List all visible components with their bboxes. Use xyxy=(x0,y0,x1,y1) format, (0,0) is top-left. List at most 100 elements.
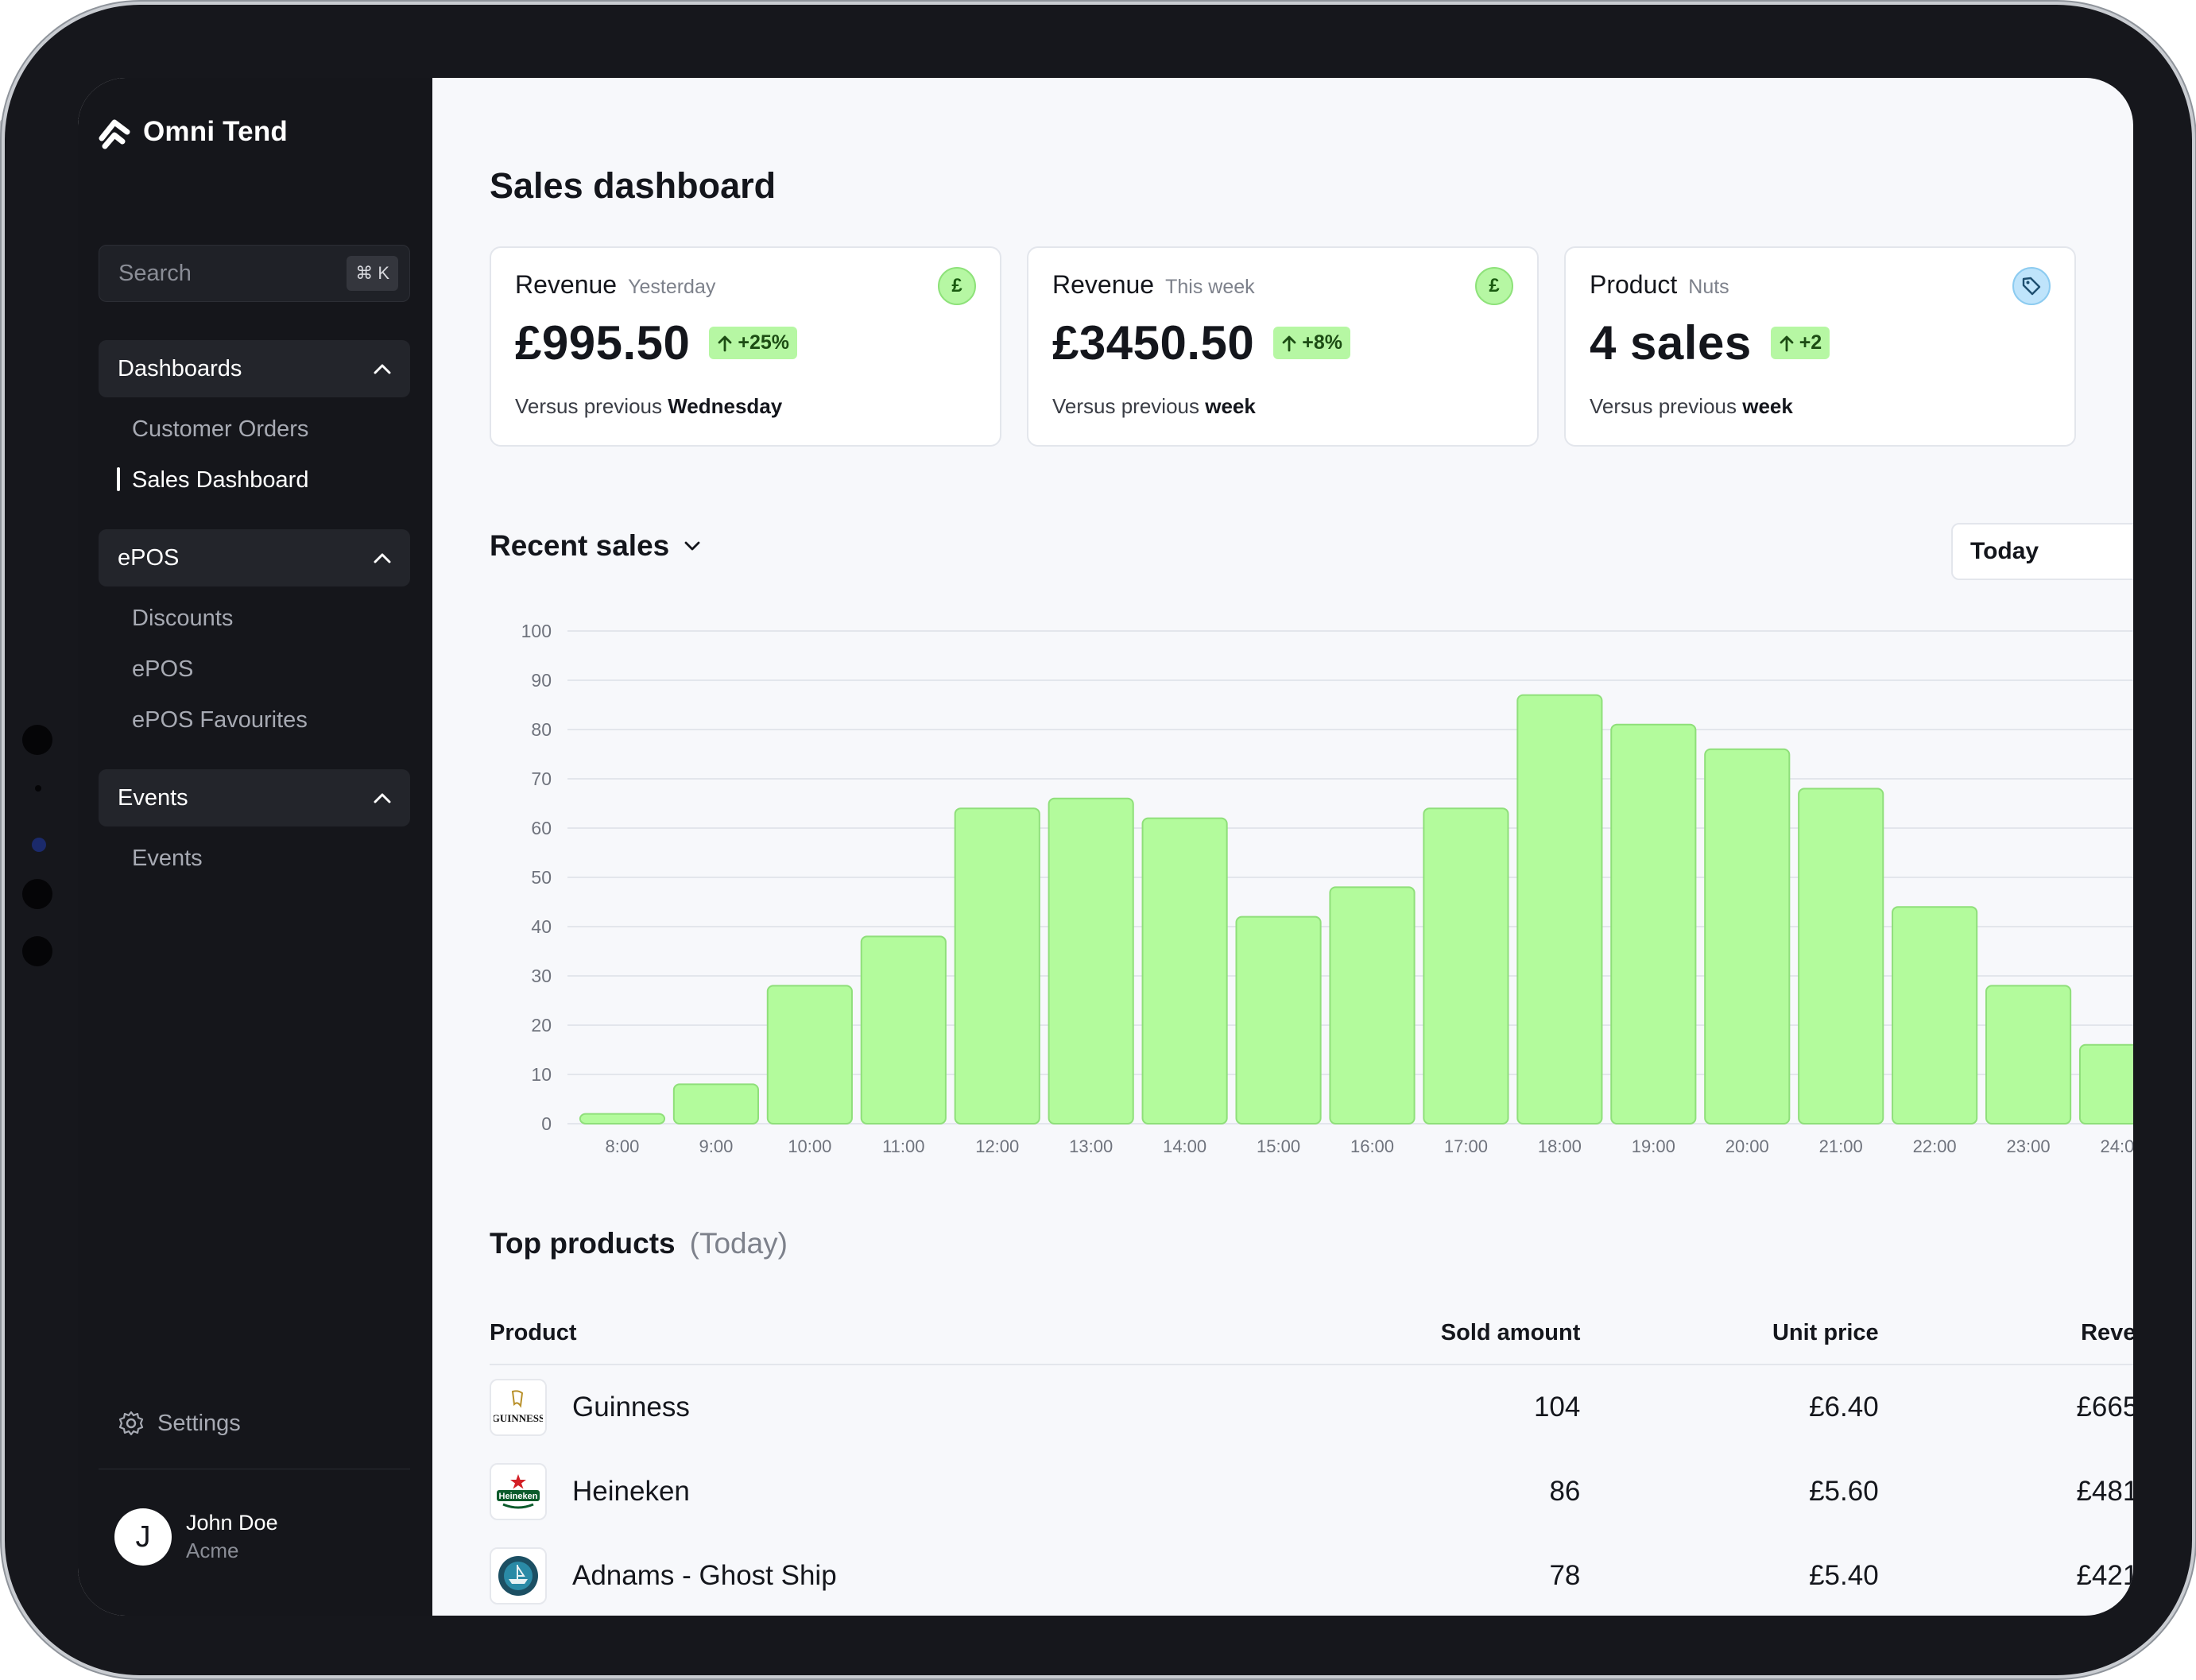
pound-icon: £ xyxy=(1475,267,1513,305)
sidebar: Omni Tend Search ⌘ K Dashboards Customer… xyxy=(78,78,432,1616)
nav-group-events[interactable]: Events xyxy=(99,769,410,826)
tag-glyph-icon xyxy=(2022,277,2041,296)
comparison-period: Wednesday xyxy=(668,394,783,418)
table-row[interactable]: GUINNESS Guinness 104 £6.40 £665.60 xyxy=(490,1365,2133,1450)
unit-price: £5.40 xyxy=(1809,1560,1879,1591)
tag-icon xyxy=(2012,267,2051,305)
trend-value: +2 xyxy=(1799,331,1822,354)
main-content: Sales dashboard Revenue Yesterday £ £995… xyxy=(432,78,2133,1616)
x-tick-label: 21:00 xyxy=(1819,1136,1863,1156)
power-button xyxy=(256,0,324,6)
sold-amount: 78 xyxy=(1549,1560,1581,1591)
sidebar-item-epos[interactable]: ePOS xyxy=(132,656,194,682)
chart-bar xyxy=(954,807,1040,1125)
adnams-logo xyxy=(490,1547,547,1605)
card-title: Revenue xyxy=(1052,270,1155,299)
arrow-up-icon xyxy=(1780,335,1794,351)
period-select[interactable]: Today xyxy=(1951,523,2133,580)
x-tick-label: 14:00 xyxy=(1163,1136,1206,1156)
page-title: Sales dashboard xyxy=(490,165,777,206)
period-select-value: Today xyxy=(1970,538,2039,564)
settings-link[interactable]: Settings xyxy=(118,1410,241,1437)
user-profile[interactable]: J John Doe Acme xyxy=(114,1508,278,1566)
omnitend-logo-icon xyxy=(99,119,130,149)
arrow-up-icon xyxy=(718,335,732,351)
sidebar-item-epos-favourites[interactable]: ePOS Favourites xyxy=(132,707,308,733)
heineken-star-icon: Heineken xyxy=(497,1474,540,1509)
x-tick-label: 22:00 xyxy=(1913,1136,1957,1156)
column-header-product[interactable]: Product xyxy=(490,1319,577,1345)
trend-value: +8% xyxy=(1302,331,1342,354)
section-period: (Today) xyxy=(689,1227,788,1260)
side-button xyxy=(0,119,6,191)
sold-amount: 86 xyxy=(1549,1476,1581,1507)
search-box[interactable]: Search ⌘ K xyxy=(99,245,410,302)
y-tick-label: 10 xyxy=(531,1064,552,1085)
y-tick-label: 90 xyxy=(531,670,552,691)
card-title: Product xyxy=(1590,270,1678,299)
active-indicator xyxy=(117,467,120,491)
card-comparison: Versus previous week xyxy=(1590,394,2051,419)
card-value: £995.50 xyxy=(515,316,691,370)
camera-lens xyxy=(32,838,46,852)
gear-icon xyxy=(118,1411,144,1436)
card-comparison: Versus previous week xyxy=(1052,394,1513,419)
x-tick-label: 24:00 xyxy=(2100,1136,2133,1156)
comparison-text: Versus previous xyxy=(515,394,668,418)
x-tick-label: 10:00 xyxy=(788,1136,831,1156)
sidebar-item-sales-dashboard[interactable]: Sales Dashboard xyxy=(132,467,309,493)
chart-bar xyxy=(1048,797,1134,1125)
table-header: Product Sold amount Unit price Revenue xyxy=(490,1302,2133,1365)
sidebar-item-events[interactable]: Events xyxy=(132,846,203,871)
sidebar-item-customer-orders[interactable]: Customer Orders xyxy=(132,416,309,442)
product-name: Heineken xyxy=(572,1476,690,1507)
table-row[interactable]: Heineken Heineken 86 £5.60 £481.60 xyxy=(490,1450,2133,1534)
x-tick-label: 9:00 xyxy=(699,1136,733,1156)
y-tick-label: 50 xyxy=(531,867,552,888)
nav-group-epos[interactable]: ePOS xyxy=(99,529,410,586)
section-title: Recent sales xyxy=(490,529,670,562)
unit-price: £5.60 xyxy=(1809,1476,1879,1507)
chart-bar xyxy=(1516,694,1603,1125)
screen: Omni Tend Search ⌘ K Dashboards Customer… xyxy=(78,78,2133,1616)
search-input[interactable]: Search xyxy=(118,260,192,286)
column-header-revenue[interactable]: Revenue xyxy=(2081,1319,2133,1345)
recent-sales-toggle[interactable]: Recent sales xyxy=(490,529,701,563)
y-tick-label: 40 xyxy=(531,916,552,937)
table-row[interactable]: Adnams - Ghost Ship 78 £5.40 £421.20 xyxy=(490,1534,2133,1616)
svg-text:Heineken: Heineken xyxy=(499,1492,538,1501)
nav-group-label: ePOS xyxy=(118,544,180,571)
chart-bar xyxy=(1610,723,1697,1125)
x-tick-label: 16:00 xyxy=(1350,1136,1394,1156)
volume-button xyxy=(159,0,227,6)
column-header-sold[interactable]: Sold amount xyxy=(1440,1319,1581,1345)
camera-dot xyxy=(22,725,52,755)
comparison-period: week xyxy=(1742,394,1793,418)
app-logo[interactable]: Omni Tend xyxy=(99,114,288,149)
trend-value: +25% xyxy=(738,331,790,354)
y-tick-label: 80 xyxy=(531,719,552,740)
column-header-price[interactable]: Unit price xyxy=(1772,1319,1879,1345)
chevron-up-icon xyxy=(374,793,391,803)
comparison-text: Versus previous xyxy=(1052,394,1206,418)
x-tick-label: 19:00 xyxy=(1632,1136,1675,1156)
x-tick-label: 20:00 xyxy=(1725,1136,1769,1156)
x-tick-label: 23:00 xyxy=(2007,1136,2051,1156)
card-value: £3450.50 xyxy=(1052,316,1255,370)
card-title: Revenue xyxy=(515,270,618,299)
card-subtitle: Yesterday xyxy=(628,276,716,298)
y-tick-label: 70 xyxy=(531,768,552,789)
chart-bar xyxy=(2078,1043,2133,1125)
sidebar-item-discounts[interactable]: Discounts xyxy=(132,606,234,631)
revenue: £421.20 xyxy=(2076,1560,2133,1591)
x-tick-label: 13:00 xyxy=(1069,1136,1113,1156)
guinness-logo: GUINNESS xyxy=(490,1379,547,1436)
sold-amount: 104 xyxy=(1533,1392,1581,1423)
stat-card-revenue-week: Revenue This week £ £3450.50 +8% Versus … xyxy=(1027,246,1539,447)
settings-label: Settings xyxy=(157,1410,241,1436)
user-name: John Doe xyxy=(186,1511,278,1535)
x-tick-label: 17:00 xyxy=(1444,1136,1488,1156)
card-value: 4 sales xyxy=(1590,316,1752,370)
nav-group-dashboards[interactable]: Dashboards xyxy=(99,340,410,397)
unit-price: £6.40 xyxy=(1809,1392,1879,1423)
